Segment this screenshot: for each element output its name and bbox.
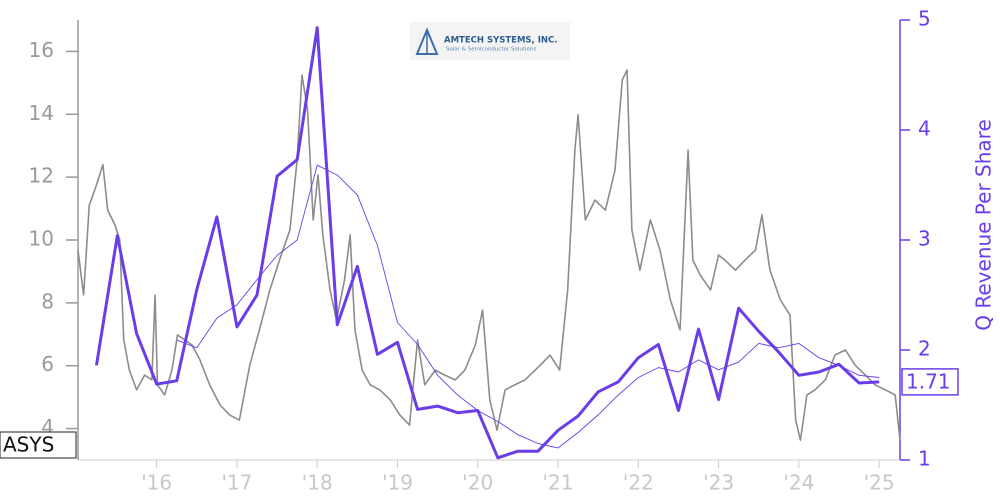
last-value-box	[901, 368, 959, 396]
x-tick-label: '16	[141, 471, 172, 495]
y2-tick-label: 4	[918, 117, 931, 141]
x-tick-label: '21	[543, 471, 574, 495]
logo-subtitle: Solar & Semiconductor Solutions	[446, 47, 536, 53]
series-line	[77, 69, 901, 441]
y2-tick-label: 2	[918, 337, 931, 361]
x-tick-label: '25	[864, 471, 895, 495]
y2-tick-label: 1	[918, 447, 931, 471]
x-tick-label: '23	[703, 471, 734, 495]
y2-tick-label: 5	[918, 7, 931, 31]
y-tick-label: 10	[29, 227, 54, 251]
x-tick-label: '24	[783, 471, 814, 495]
y2-axis-label: Q Revenue Per Share	[972, 119, 996, 331]
series-line	[176, 164, 880, 449]
last-value-label: 1.71	[906, 369, 951, 393]
y-tick-label: 16	[29, 38, 54, 62]
ticker-box	[0, 431, 77, 459]
logo: AMTECH SYSTEMS, INC. Solar & Semiconduct…	[410, 22, 570, 60]
y-tick-label: 12	[29, 164, 54, 188]
x-tick-label: '22	[623, 471, 654, 495]
x-tick-label: '19	[382, 471, 413, 495]
x-tick-label: '18	[302, 471, 333, 495]
y-tick-label: 6	[41, 352, 54, 376]
series-line	[94, 26, 880, 460]
ticker-label: ASYS	[3, 433, 54, 457]
y-tick-label: 8	[41, 289, 54, 313]
y2-tick-label: 3	[918, 227, 931, 251]
x-tick-label: '17	[221, 471, 252, 495]
logo-title: AMTECH SYSTEMS, INC.	[444, 36, 557, 46]
y-tick-label: 14	[29, 101, 54, 125]
x-tick-label: '20	[462, 471, 493, 495]
